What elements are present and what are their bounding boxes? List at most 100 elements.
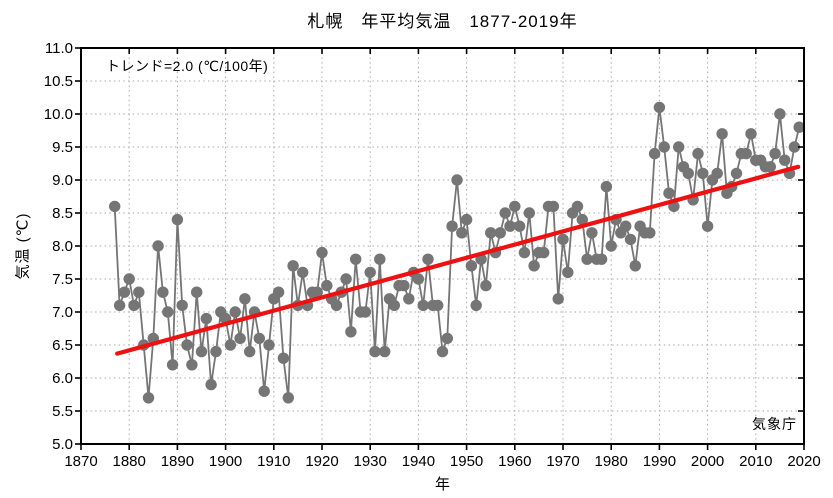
y-tick-label: 5.0 bbox=[52, 436, 73, 453]
data-point bbox=[682, 167, 694, 180]
x-tick-label: 1960 bbox=[498, 453, 531, 470]
data-point bbox=[547, 200, 560, 213]
data-point bbox=[441, 332, 453, 345]
data-point bbox=[133, 286, 145, 298]
data-point bbox=[205, 378, 217, 391]
data-point bbox=[485, 227, 497, 239]
data-point bbox=[692, 147, 704, 160]
data-point bbox=[571, 200, 584, 213]
data-point bbox=[697, 167, 709, 180]
data-point bbox=[769, 147, 781, 160]
y-tick-label: 11.0 bbox=[45, 40, 73, 57]
data-point bbox=[451, 174, 463, 186]
data-point bbox=[494, 227, 506, 239]
data-point bbox=[345, 326, 357, 338]
data-point bbox=[586, 227, 598, 239]
data-point bbox=[774, 108, 786, 120]
y-tick-label: 5.5 bbox=[52, 403, 73, 420]
data-point bbox=[644, 227, 656, 239]
data-point bbox=[398, 279, 410, 292]
x-tick-label: 1970 bbox=[546, 453, 579, 470]
data-point bbox=[648, 147, 661, 160]
x-tick-label: 1950 bbox=[450, 453, 483, 470]
data-point bbox=[509, 200, 521, 213]
y-tick-label: 8.5 bbox=[52, 205, 73, 222]
data-point bbox=[142, 392, 155, 404]
data-point bbox=[253, 332, 265, 345]
data-point bbox=[673, 141, 685, 153]
data-point bbox=[620, 220, 632, 232]
tick-marks bbox=[75, 47, 805, 450]
y-tick-label: 9.5 bbox=[52, 139, 73, 156]
data-point bbox=[740, 147, 752, 160]
x-tick-label: 1920 bbox=[305, 453, 338, 470]
data-point bbox=[181, 339, 193, 351]
data-point bbox=[557, 233, 569, 246]
data-point bbox=[403, 293, 415, 305]
data-point bbox=[311, 286, 323, 298]
x-tick-label: 1880 bbox=[113, 453, 146, 470]
data-point bbox=[176, 299, 188, 312]
y-tick-label: 9.0 bbox=[52, 172, 73, 189]
data-point bbox=[513, 220, 526, 232]
x-tick-label: 2010 bbox=[739, 453, 772, 470]
data-point bbox=[436, 345, 449, 358]
data-point bbox=[446, 220, 458, 232]
x-tick-label: 1940 bbox=[402, 453, 435, 470]
data-point bbox=[779, 154, 791, 166]
data-point bbox=[350, 253, 362, 265]
data-point bbox=[480, 279, 492, 292]
data-point bbox=[186, 359, 198, 371]
y-tick-label: 10.0 bbox=[44, 106, 73, 123]
data-point bbox=[234, 332, 246, 345]
x-tick-labels: 1870 1880 1890 1900 1910 1920 1930 1940 1950 1960… bbox=[64, 453, 820, 470]
y-tick-label: 10.5 bbox=[44, 73, 73, 90]
data-point bbox=[282, 392, 294, 404]
data-point bbox=[359, 306, 372, 318]
data-point bbox=[629, 260, 641, 272]
data-point bbox=[340, 273, 352, 285]
data-point bbox=[456, 227, 468, 239]
data-point bbox=[364, 266, 376, 279]
x-tick-label: 1910 bbox=[257, 453, 290, 470]
y-tick-label: 7.5 bbox=[52, 271, 73, 288]
data-point bbox=[152, 240, 164, 252]
data-point bbox=[581, 253, 593, 265]
chart-title: 札幌 年平均気温 1877-2019年 bbox=[307, 12, 578, 31]
data-point bbox=[374, 253, 386, 265]
x-tick-label: 1870 bbox=[64, 453, 97, 470]
x-tick-label: 2000 bbox=[691, 453, 724, 470]
data-point bbox=[157, 286, 169, 298]
x-tick-label: 1990 bbox=[643, 453, 676, 470]
data-point bbox=[523, 207, 535, 219]
data-point bbox=[369, 345, 381, 358]
data-point bbox=[605, 240, 617, 252]
data-point bbox=[330, 299, 343, 312]
data-point bbox=[128, 299, 140, 312]
data-point bbox=[224, 339, 237, 351]
data-point bbox=[658, 141, 670, 153]
data-point bbox=[422, 253, 434, 265]
data-point bbox=[321, 279, 333, 292]
data-point bbox=[793, 121, 805, 133]
data-point bbox=[379, 345, 391, 358]
data-point bbox=[504, 220, 516, 232]
data-point bbox=[123, 273, 135, 285]
x-tick-label: 1890 bbox=[161, 453, 194, 470]
data-point bbox=[287, 260, 299, 272]
y-tick-label: 8.0 bbox=[52, 238, 73, 255]
data-point bbox=[210, 345, 222, 358]
source-label: 気象庁 bbox=[752, 416, 797, 432]
data-point bbox=[432, 299, 444, 312]
data-point bbox=[272, 286, 285, 298]
data-point bbox=[195, 345, 208, 358]
data-point bbox=[552, 293, 564, 305]
data-point bbox=[244, 345, 256, 358]
data-point bbox=[624, 233, 637, 246]
x-axis-title: 年 bbox=[434, 476, 450, 493]
data-point bbox=[166, 359, 179, 371]
trend-line bbox=[115, 164, 801, 356]
data-point bbox=[277, 352, 290, 364]
